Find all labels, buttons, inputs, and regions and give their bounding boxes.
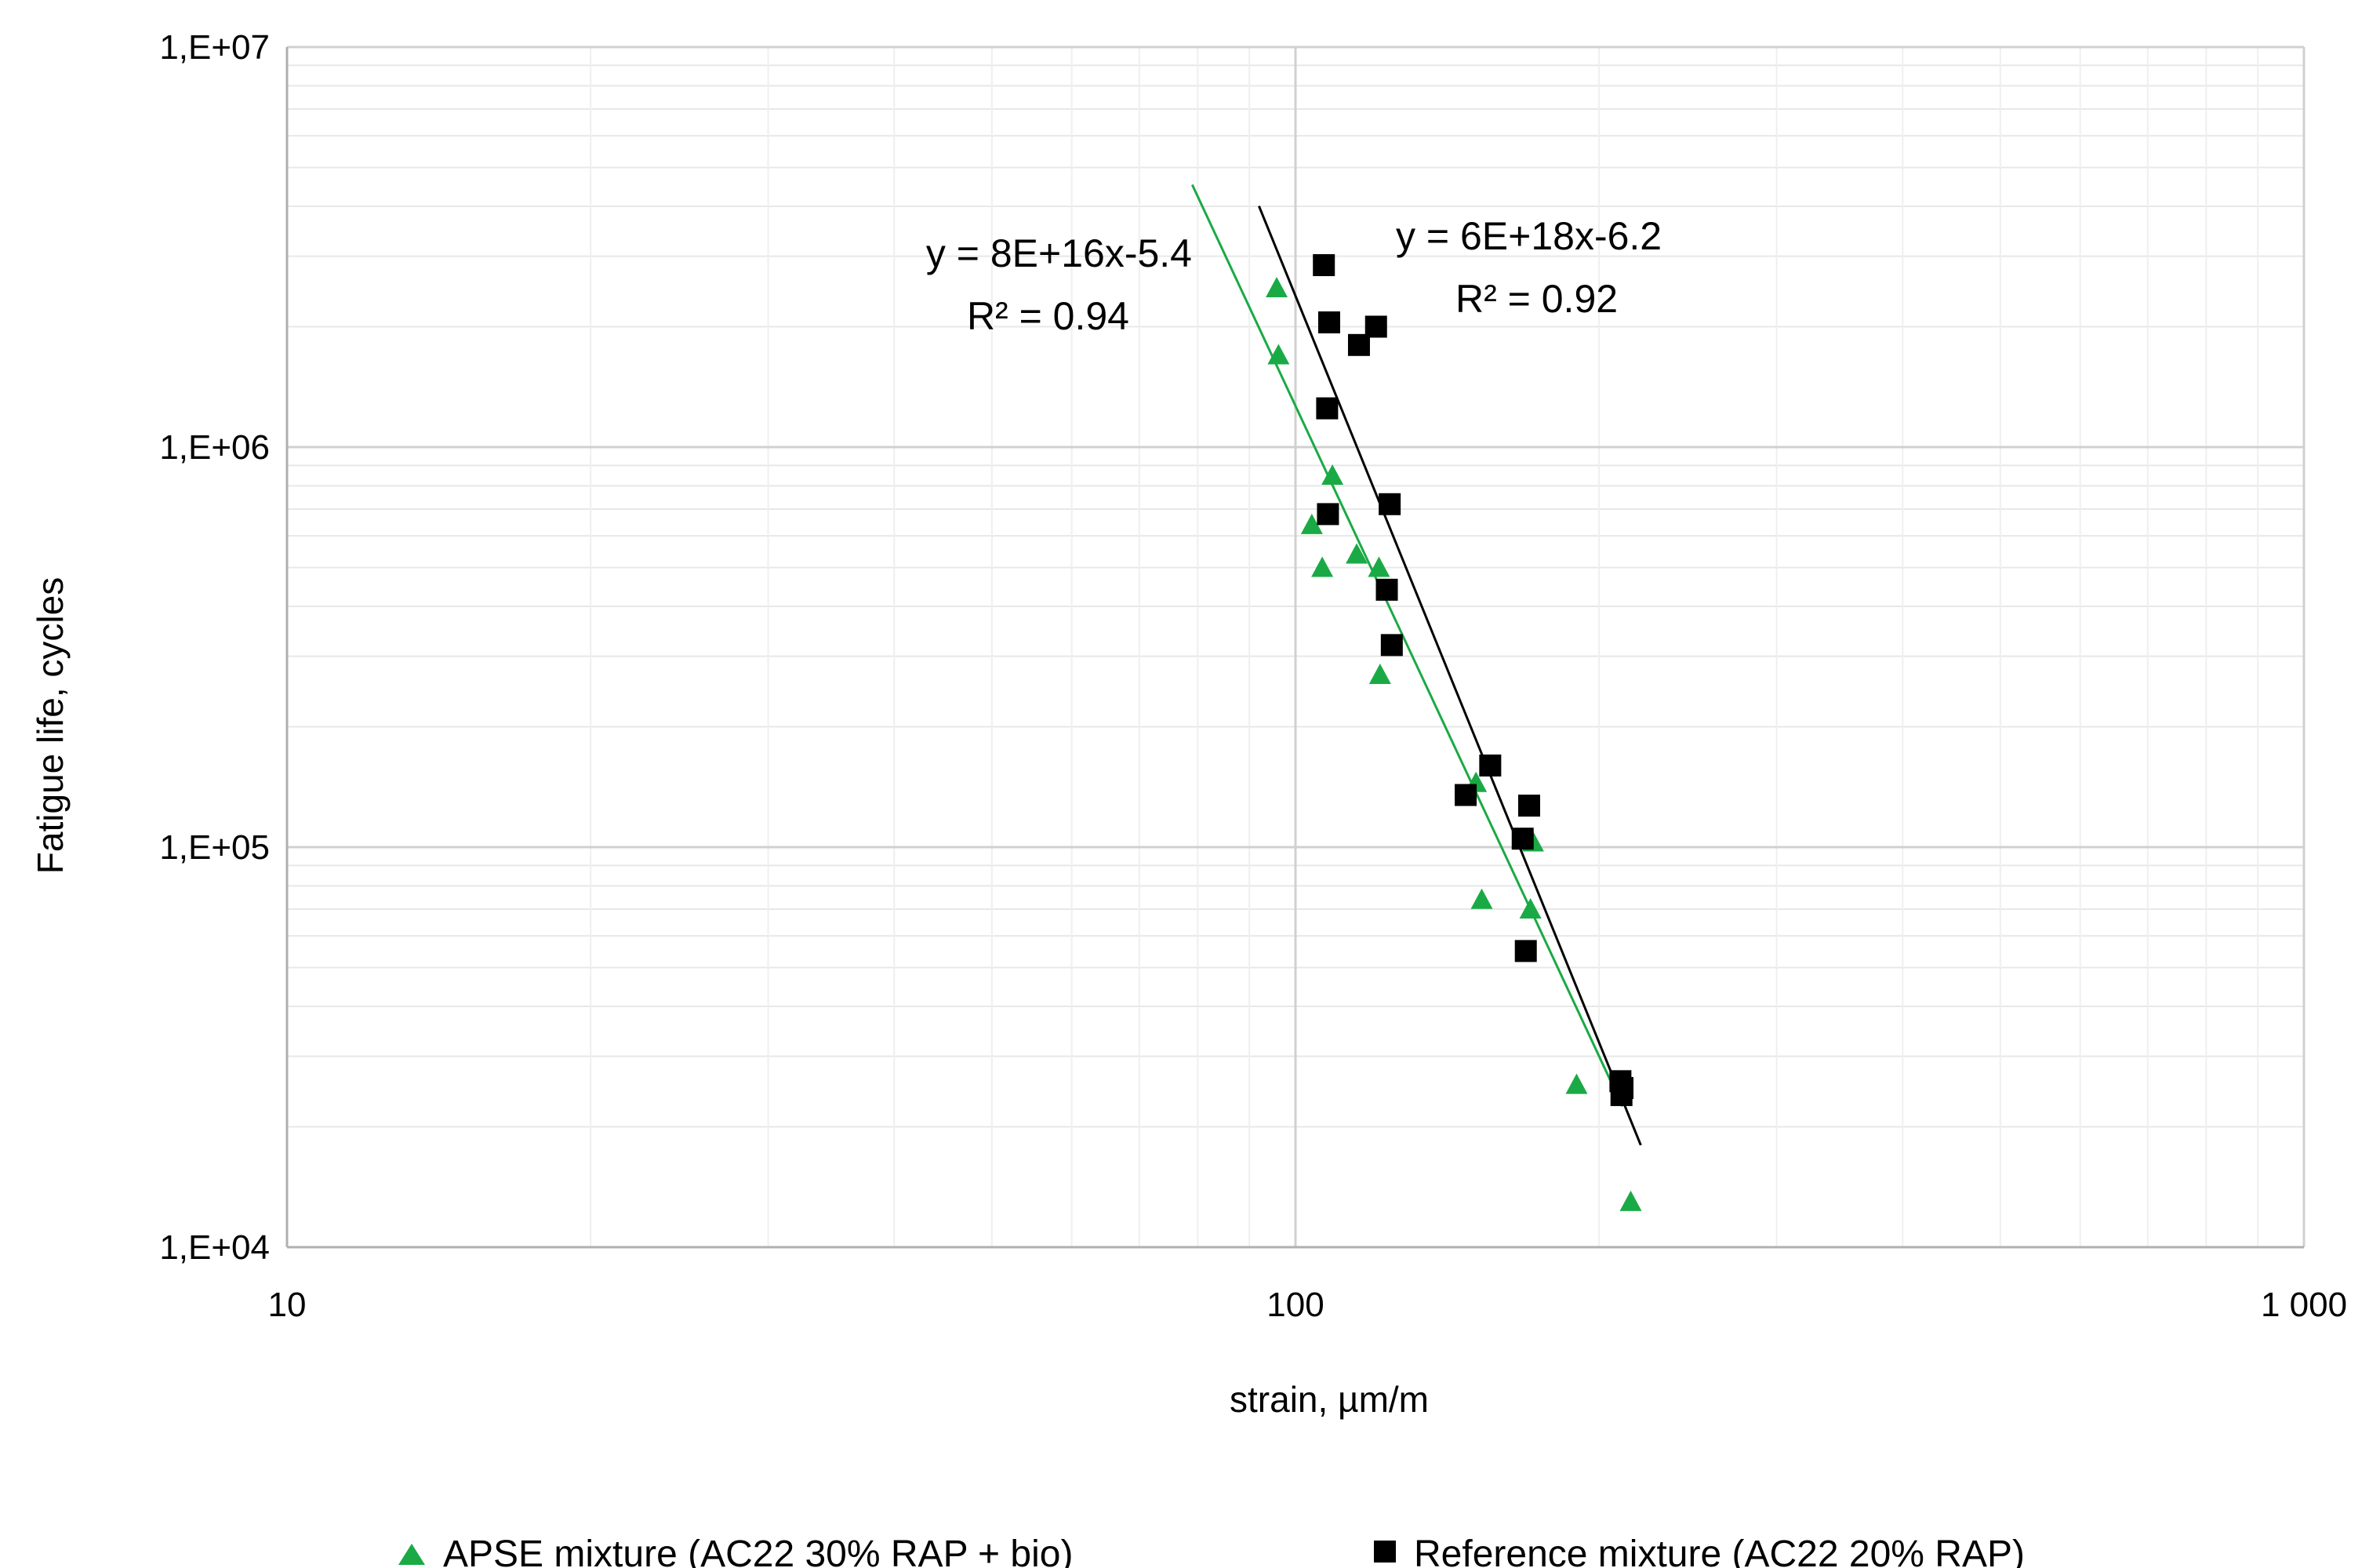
data-point-apse — [1311, 556, 1334, 577]
y-tick-label: 1,E+05 — [159, 828, 270, 867]
trendline-apse — [1190, 184, 1624, 1108]
x-tick-label: 1 000 — [2261, 1286, 2347, 1324]
data-point-apse — [1368, 664, 1391, 685]
y-tick-label: 1,E+04 — [159, 1228, 270, 1267]
y-tick-label: 1,E+07 — [159, 28, 270, 67]
legend-label-reference: Reference mixture (AC22 20% RAP) — [1414, 1533, 2025, 1568]
legend: APSE mixture (AC22 30% RAP + bio) Refere… — [398, 1533, 2025, 1568]
data-points — [1266, 254, 1642, 1211]
legend-triangle-marker — [398, 1544, 425, 1565]
grid — [285, 45, 2306, 1249]
data-point-reference — [1317, 311, 1340, 334]
data-point-reference — [1514, 940, 1537, 962]
legend-label-apse: APSE mixture (AC22 30% RAP + bio) — [443, 1533, 1073, 1568]
data-point-reference — [1317, 503, 1339, 526]
data-point-apse — [1266, 277, 1288, 298]
data-point-reference — [1364, 315, 1387, 338]
data-point-apse — [1300, 513, 1323, 534]
data-point-apse — [1346, 543, 1368, 564]
data-point-apse — [1565, 1073, 1588, 1094]
data-point-apse — [1519, 898, 1542, 919]
trendline-reference — [1258, 206, 1642, 1146]
equation-label-apse: y = 8E+16x-5.4 — [926, 231, 1192, 275]
data-point-apse — [1368, 556, 1390, 577]
data-point-reference — [1479, 754, 1502, 777]
x-tick-label: 10 — [268, 1286, 307, 1324]
x-axis-title: strain, µm/m — [1230, 1379, 1429, 1420]
tick-labels: 1,E+04 1,E+05 1,E+06 1,E+07 10 100 1 000 — [159, 28, 2347, 1324]
data-point-reference — [1517, 795, 1540, 817]
data-point-reference — [1379, 493, 1401, 515]
equation-label-reference: y = 6E+18x-6.2 — [1396, 214, 1662, 258]
r2-label-reference: R² = 0.92 — [1455, 277, 1618, 321]
data-point-apse — [1470, 888, 1493, 909]
data-point-reference — [1316, 397, 1339, 420]
trendlines — [1190, 184, 1642, 1146]
data-point-reference — [1511, 828, 1534, 850]
r2-label-apse: R² = 0.94 — [967, 294, 1129, 338]
y-tick-label: 1,E+06 — [159, 428, 270, 467]
legend-square-marker — [1374, 1541, 1396, 1563]
data-point-reference — [1380, 634, 1403, 657]
data-point-reference — [1347, 333, 1370, 356]
data-point-reference — [1611, 1077, 1634, 1100]
x-tick-label: 100 — [1266, 1286, 1324, 1324]
data-point-reference — [1313, 254, 1335, 277]
data-point-apse — [1267, 344, 1290, 365]
data-point-reference — [1375, 578, 1398, 601]
data-point-reference — [1455, 784, 1477, 806]
data-point-apse — [1619, 1190, 1642, 1211]
y-axis-title: Fatigue life, cycles — [30, 577, 71, 874]
data-point-apse — [1321, 464, 1344, 485]
